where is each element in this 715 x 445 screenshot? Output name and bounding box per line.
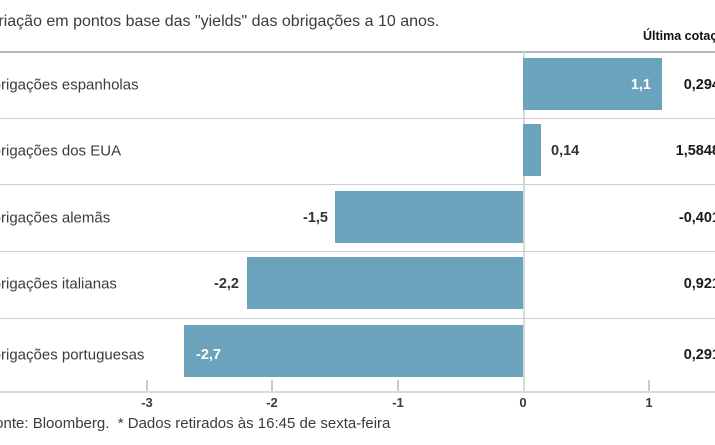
last-quote-spain: 0,294 <box>683 77 715 93</box>
last-quote-italy: 0,921 <box>683 276 715 292</box>
category-label-germany: Obrigações alemãs <box>0 209 111 227</box>
x-tick-minus3 <box>146 380 148 391</box>
bar-value-italy: -2,2 <box>214 276 239 292</box>
bar-usa <box>523 124 541 176</box>
category-label-italy: Obrigações italianas <box>0 275 117 293</box>
bar-portugal <box>184 325 523 377</box>
last-quote-column-header: Última cotação* <box>643 29 715 43</box>
bar-value-germany: -1,5 <box>303 210 328 226</box>
category-label-spain: Obrigações espanholas <box>0 76 139 94</box>
header-divider <box>0 51 715 53</box>
x-tick-label-zero: 0 <box>519 395 527 410</box>
category-label-usa: Obrigações dos EUA <box>0 142 122 160</box>
last-quote-portugal: 0,291 <box>683 347 715 363</box>
category-label-portugal: Obrigações portuguesas <box>0 346 145 364</box>
x-axis-line <box>0 391 715 393</box>
x-tick-label-plus1: 1 <box>645 395 653 410</box>
bar-spain <box>523 58 662 110</box>
row-separator <box>0 118 715 119</box>
x-tick-label-minus1: -1 <box>392 395 404 410</box>
zero-baseline <box>523 52 525 391</box>
bar-italy <box>247 257 523 309</box>
row-separator <box>0 251 715 252</box>
x-tick-plus1 <box>648 380 650 391</box>
x-tick-minus2 <box>271 380 273 391</box>
row-separator <box>0 318 715 319</box>
bar-germany <box>335 191 523 243</box>
last-quote-usa: 1,5848 <box>675 143 715 159</box>
last-quote-germany: -0,401 <box>678 210 715 226</box>
x-tick-minus1 <box>397 380 399 391</box>
chart-title: Variação em pontos base das "yields" das… <box>0 13 440 30</box>
bar-value-spain: 1,1 <box>630 77 651 93</box>
row-separator <box>0 184 715 185</box>
x-tick-label-minus2: -2 <box>266 395 278 410</box>
bar-value-portugal: -2,7 <box>196 347 221 363</box>
bar-value-usa: 0,14 <box>551 143 580 159</box>
source-note: Fonte: Bloomberg. * Dados retirados às 1… <box>0 415 391 432</box>
x-tick-label-minus3: -3 <box>141 395 153 410</box>
